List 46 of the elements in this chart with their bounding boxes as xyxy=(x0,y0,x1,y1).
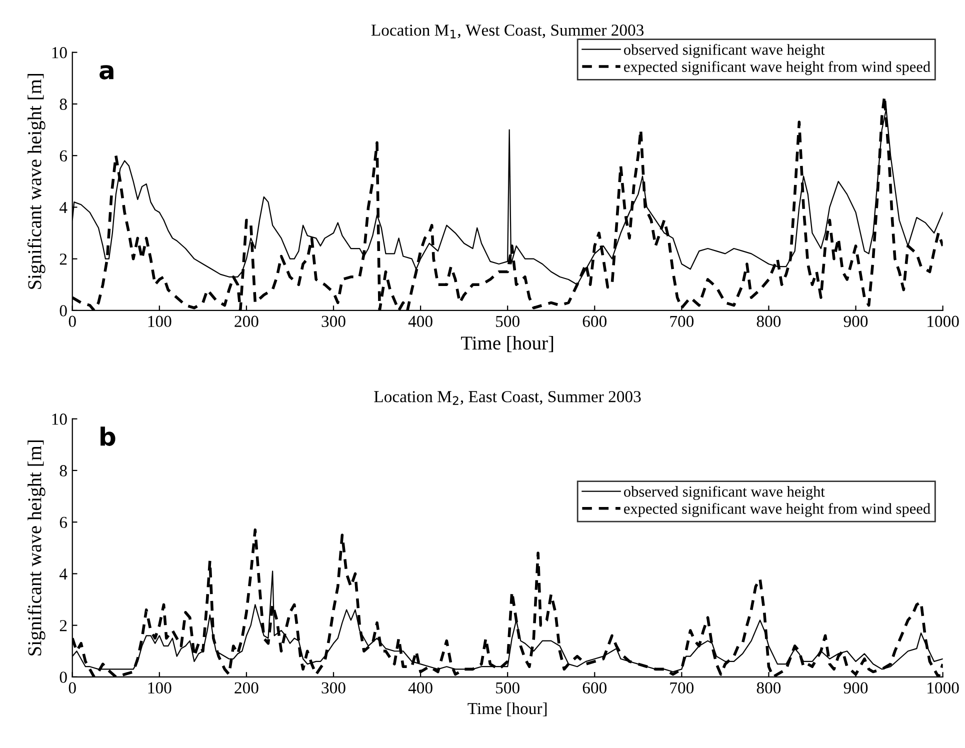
legend-label: expected significant wave height from wind speed xyxy=(624,61,930,76)
y-tick-label: 0 xyxy=(60,305,67,316)
x-tick-label: 700 xyxy=(670,682,694,694)
y-axis-title: Significant wave height [m] xyxy=(27,440,46,656)
x-tick-label: 0 xyxy=(68,682,76,694)
y-tick-label: 6 xyxy=(60,516,68,528)
y-tick-label: 10 xyxy=(52,47,67,58)
legend-label: observed significant wave height xyxy=(624,486,825,500)
chart-title: Location M$_{1}$, West Coast, Summer 2003 xyxy=(371,24,644,38)
legend-label: expected significant wave height from wind speed xyxy=(624,502,930,518)
x-tick-label: 500 xyxy=(496,316,520,328)
x-tick-label: 500 xyxy=(496,682,520,694)
annotation: a xyxy=(100,65,114,80)
x-tick-label: 100 xyxy=(148,316,172,328)
y-tick-label: 4 xyxy=(60,202,68,213)
x-tick-label: 400 xyxy=(408,316,432,328)
x-tick-label: 1000 xyxy=(928,682,959,694)
x-tick-label: 300 xyxy=(322,316,346,328)
y-axis-title: Significant wave height [m] xyxy=(27,74,46,289)
chart-title: Location M$_{2}$, East Coast, Summer 2003 xyxy=(374,391,641,405)
y-tick-label: 8 xyxy=(60,465,67,476)
annotation: b xyxy=(100,426,116,446)
x-tick-label: 600 xyxy=(582,316,606,328)
x-tick-label: 900 xyxy=(844,316,868,328)
x-tick-label: 600 xyxy=(582,682,606,694)
x-tick-label: 700 xyxy=(670,316,694,328)
legend-label: observed significant wave height xyxy=(624,44,825,58)
y-tick-label: 0 xyxy=(60,672,67,683)
x-tick-label: 200 xyxy=(234,316,258,328)
y-tick-label: 6 xyxy=(60,150,68,162)
y-tick-label: 4 xyxy=(60,568,68,580)
x-tick-label: 300 xyxy=(322,682,346,694)
x-tick-label: 100 xyxy=(148,682,172,694)
x-tick-label: 0 xyxy=(68,316,76,328)
y-tick-label: 2 xyxy=(60,254,67,265)
x-tick-label: 900 xyxy=(844,682,868,694)
x-tick-label: 800 xyxy=(756,682,781,694)
x-tick-label: 1000 xyxy=(928,316,959,328)
x-tick-label: 800 xyxy=(756,316,781,328)
y-tick-label: 2 xyxy=(60,620,67,632)
x-tick-label: 200 xyxy=(234,682,258,694)
x-axis-title: Time [hour] xyxy=(468,702,547,716)
x-axis-title: Time [hour] xyxy=(461,336,554,352)
x-tick-label: 400 xyxy=(408,682,432,694)
y-tick-label: 8 xyxy=(60,98,67,110)
y-tick-label: 10 xyxy=(52,414,67,425)
